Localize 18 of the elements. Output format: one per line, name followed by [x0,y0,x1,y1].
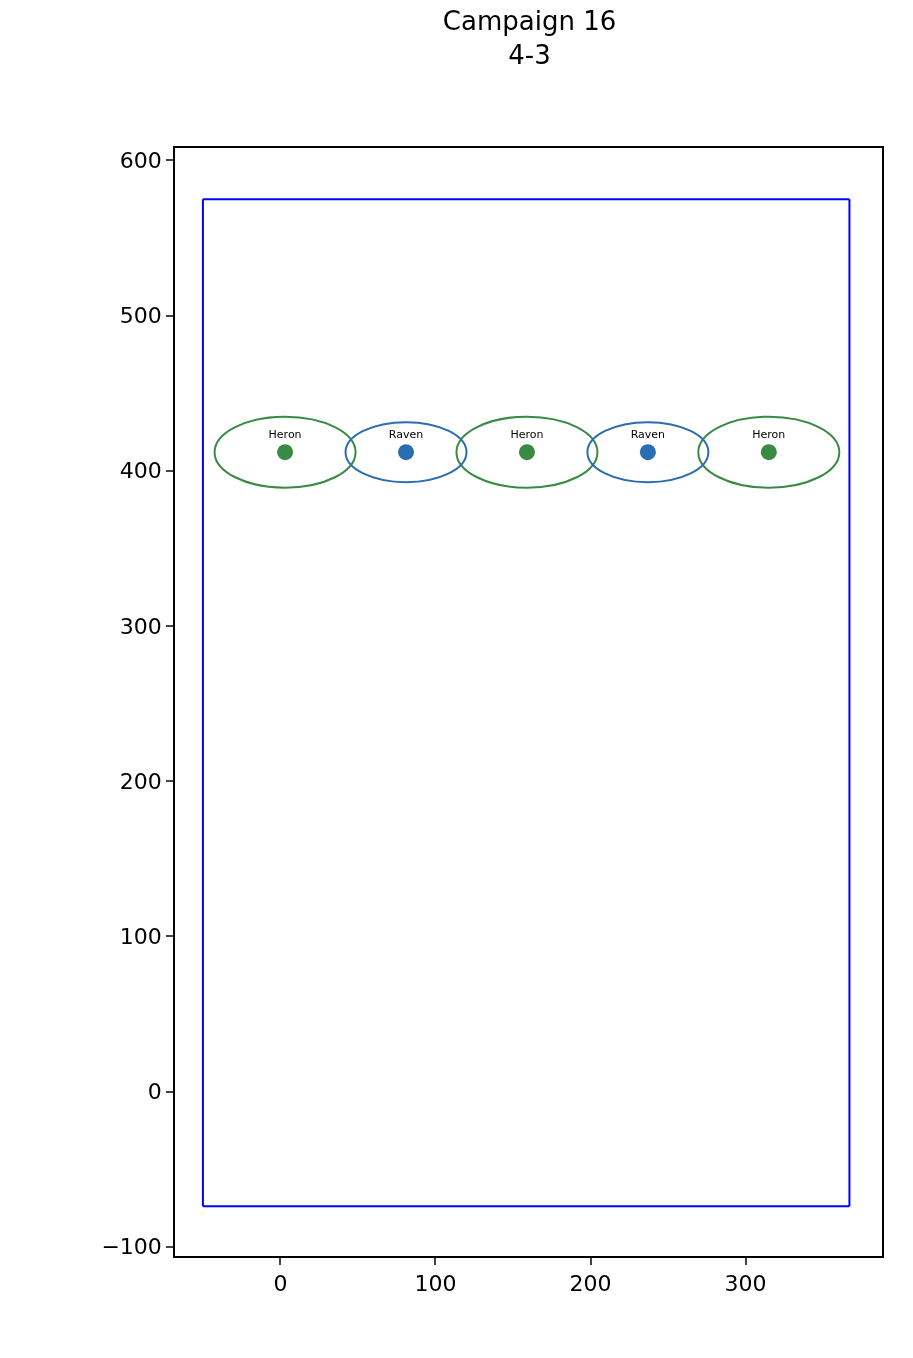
text: Heron [510,428,544,442]
x-tick-label: 200 [569,1271,612,1297]
chart-title: Campaign 16 4-3 [442,5,617,70]
y-tick-label: 200 [119,768,162,794]
y-tick-label: 100 [119,924,162,950]
y-tick-label: 600 [119,148,162,174]
text: Heron [752,428,786,442]
x-tick-label: 300 [724,1271,767,1297]
y-tick-label: 0 [147,1079,162,1105]
y-tick-label: 300 [119,613,162,639]
x-tick-label: 0 [273,1271,288,1297]
text: Raven [630,428,666,442]
series-label: Heron [268,428,302,442]
y-tick-label: 400 [119,458,162,484]
series-label: Raven [388,428,424,442]
x-tick-label: 100 [414,1271,457,1297]
y-tick-label: −100 [101,1234,162,1260]
y-tick-label: 500 [119,303,162,329]
